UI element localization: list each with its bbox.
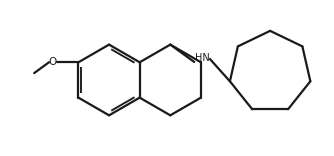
Text: O: O	[49, 57, 57, 67]
Text: HN: HN	[195, 53, 209, 63]
